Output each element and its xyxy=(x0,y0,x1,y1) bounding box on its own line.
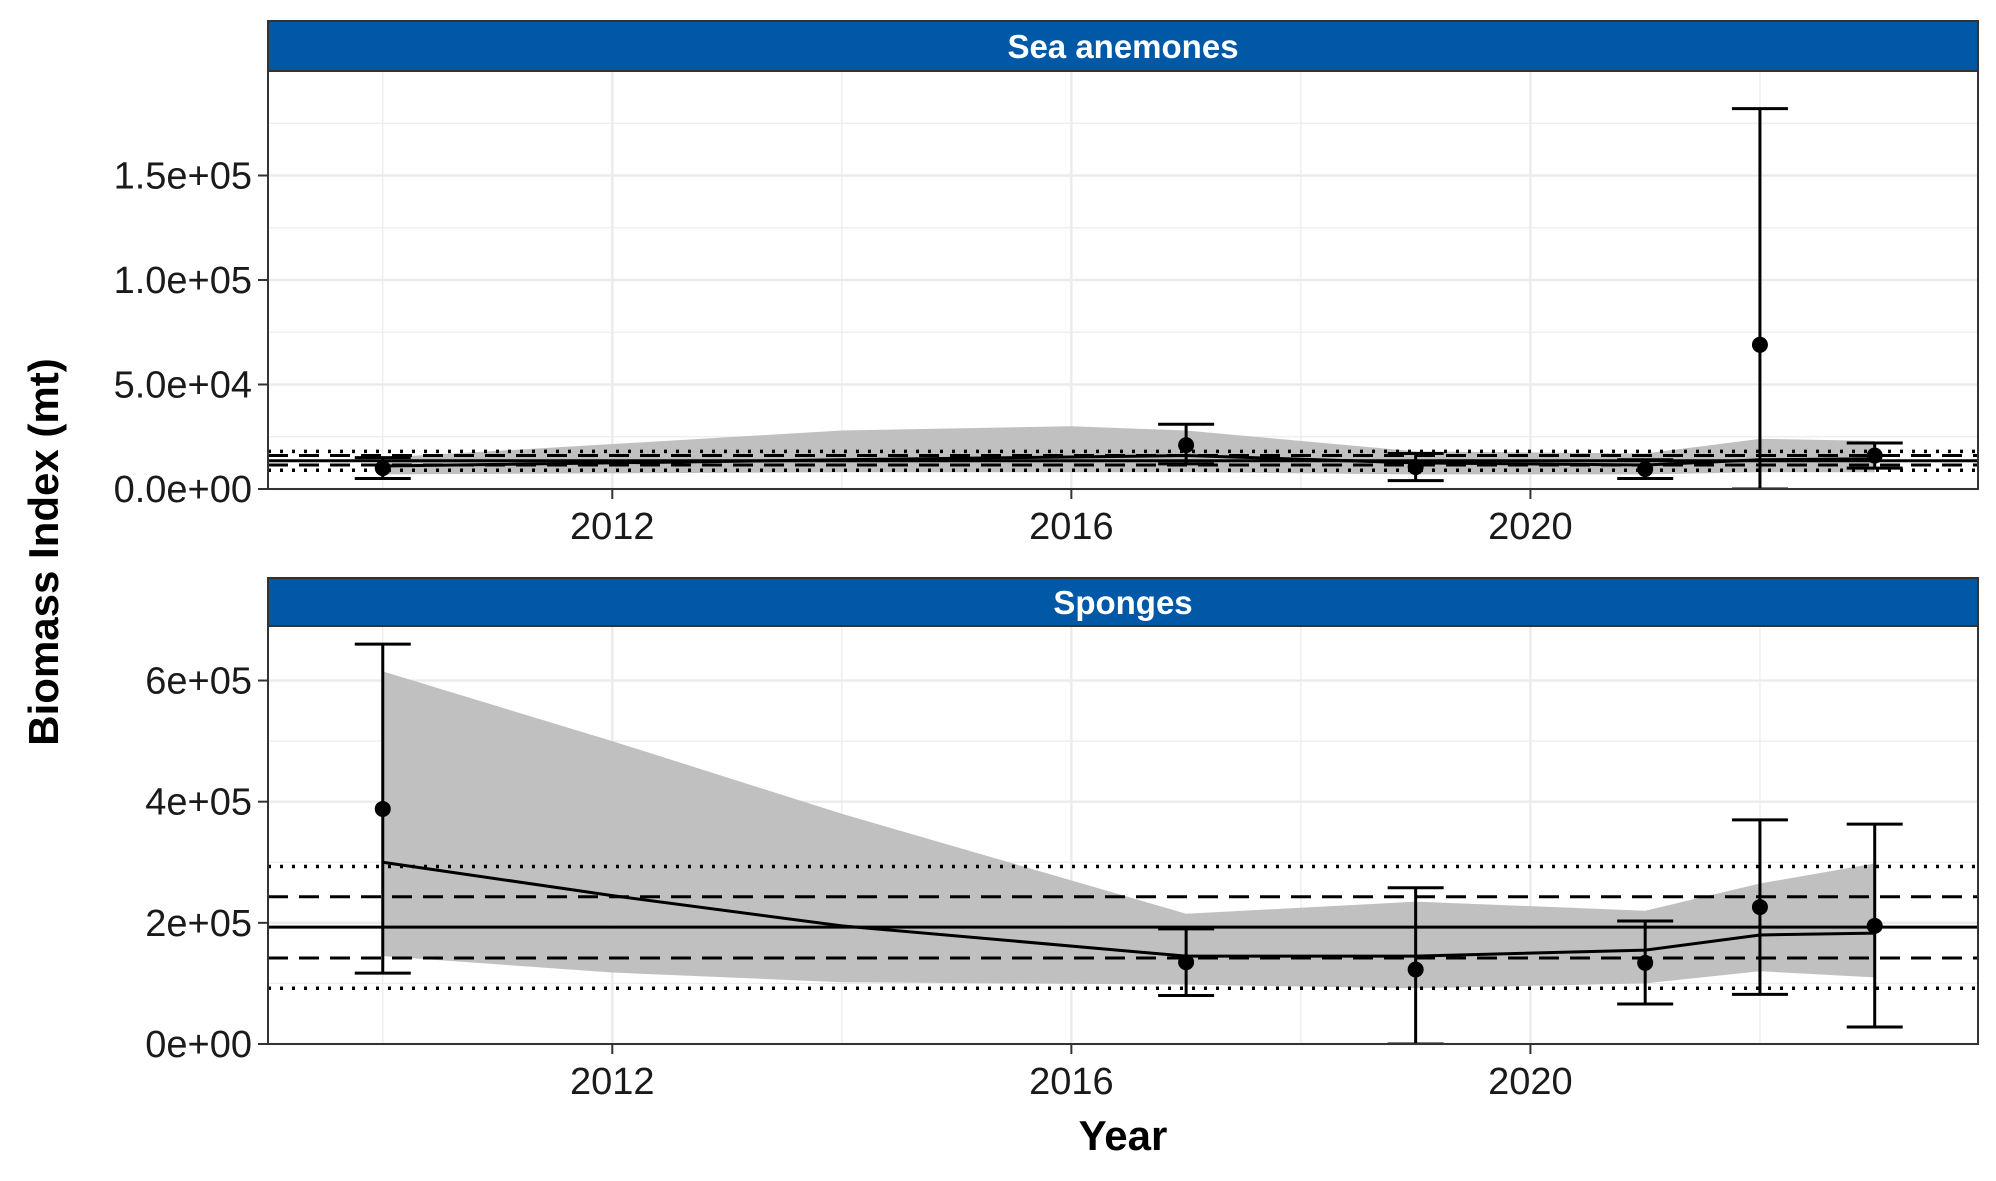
y-tick-label: 4e+05 xyxy=(145,782,252,824)
data-point xyxy=(1751,336,1768,353)
facet-strip-label: Sea anemones xyxy=(1007,28,1238,65)
x-tick-label: 2020 xyxy=(1488,1061,1573,1103)
data-point xyxy=(1407,961,1424,978)
data-point xyxy=(374,460,391,477)
panel-sponges: Sponges 0e+00 2e+05 4e+05 6e+05 2012 2016 2020 xyxy=(145,577,1979,1103)
y-tick-label: 6e+05 xyxy=(145,661,252,703)
x-tick-label: 2016 xyxy=(1029,1061,1114,1103)
y-tick-label: 1.0e+05 xyxy=(114,260,252,302)
y-tick-label: 0e+00 xyxy=(145,1024,252,1066)
data-point xyxy=(374,800,391,817)
facet-strip-label: Sponges xyxy=(1053,584,1192,621)
facet-strip xyxy=(267,577,1979,627)
x-tick-label: 2020 xyxy=(1488,506,1573,548)
data-point xyxy=(1751,899,1768,916)
plot-content xyxy=(268,107,1978,489)
y-tick-label: 2e+05 xyxy=(145,903,252,945)
x-tick-label: 2016 xyxy=(1029,506,1114,548)
trend-line xyxy=(382,860,1875,958)
data-point xyxy=(1866,917,1883,934)
data-point xyxy=(1178,437,1195,454)
panel-sea-anemones: Sea anemones 0.0e+00 5.0e+04 1.0e+05 1.5e+05… xyxy=(114,20,1979,548)
confidence-band xyxy=(382,671,1875,989)
data-point xyxy=(1866,447,1883,464)
y-tick-label: 0.0e+00 xyxy=(114,469,252,511)
data-point xyxy=(1178,954,1195,971)
x-tick-label: 2012 xyxy=(570,506,655,548)
plot-content xyxy=(268,642,1978,1044)
data-point xyxy=(1407,459,1424,476)
data-point xyxy=(1637,954,1654,971)
x-tick-label: 2012 xyxy=(570,1061,655,1103)
y-tick-label: 5.0e+04 xyxy=(114,365,252,407)
y-axis-title: Biomass Index (mt) xyxy=(20,358,67,745)
y-tick-label: 1.5e+05 xyxy=(114,156,252,198)
facet-strip xyxy=(267,20,1979,72)
x-axis-title: Year xyxy=(1079,1112,1168,1159)
data-point xyxy=(1637,461,1654,478)
